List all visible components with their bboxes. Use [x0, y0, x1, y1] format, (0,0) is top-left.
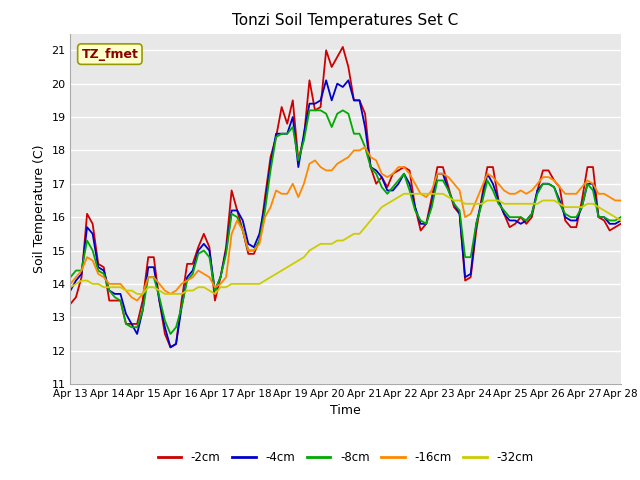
X-axis label: Time: Time — [330, 405, 361, 418]
Text: TZ_fmet: TZ_fmet — [81, 48, 138, 60]
Legend: -2cm, -4cm, -8cm, -16cm, -32cm: -2cm, -4cm, -8cm, -16cm, -32cm — [153, 446, 538, 468]
Y-axis label: Soil Temperature (C): Soil Temperature (C) — [33, 144, 46, 273]
Title: Tonzi Soil Temperatures Set C: Tonzi Soil Temperatures Set C — [232, 13, 459, 28]
